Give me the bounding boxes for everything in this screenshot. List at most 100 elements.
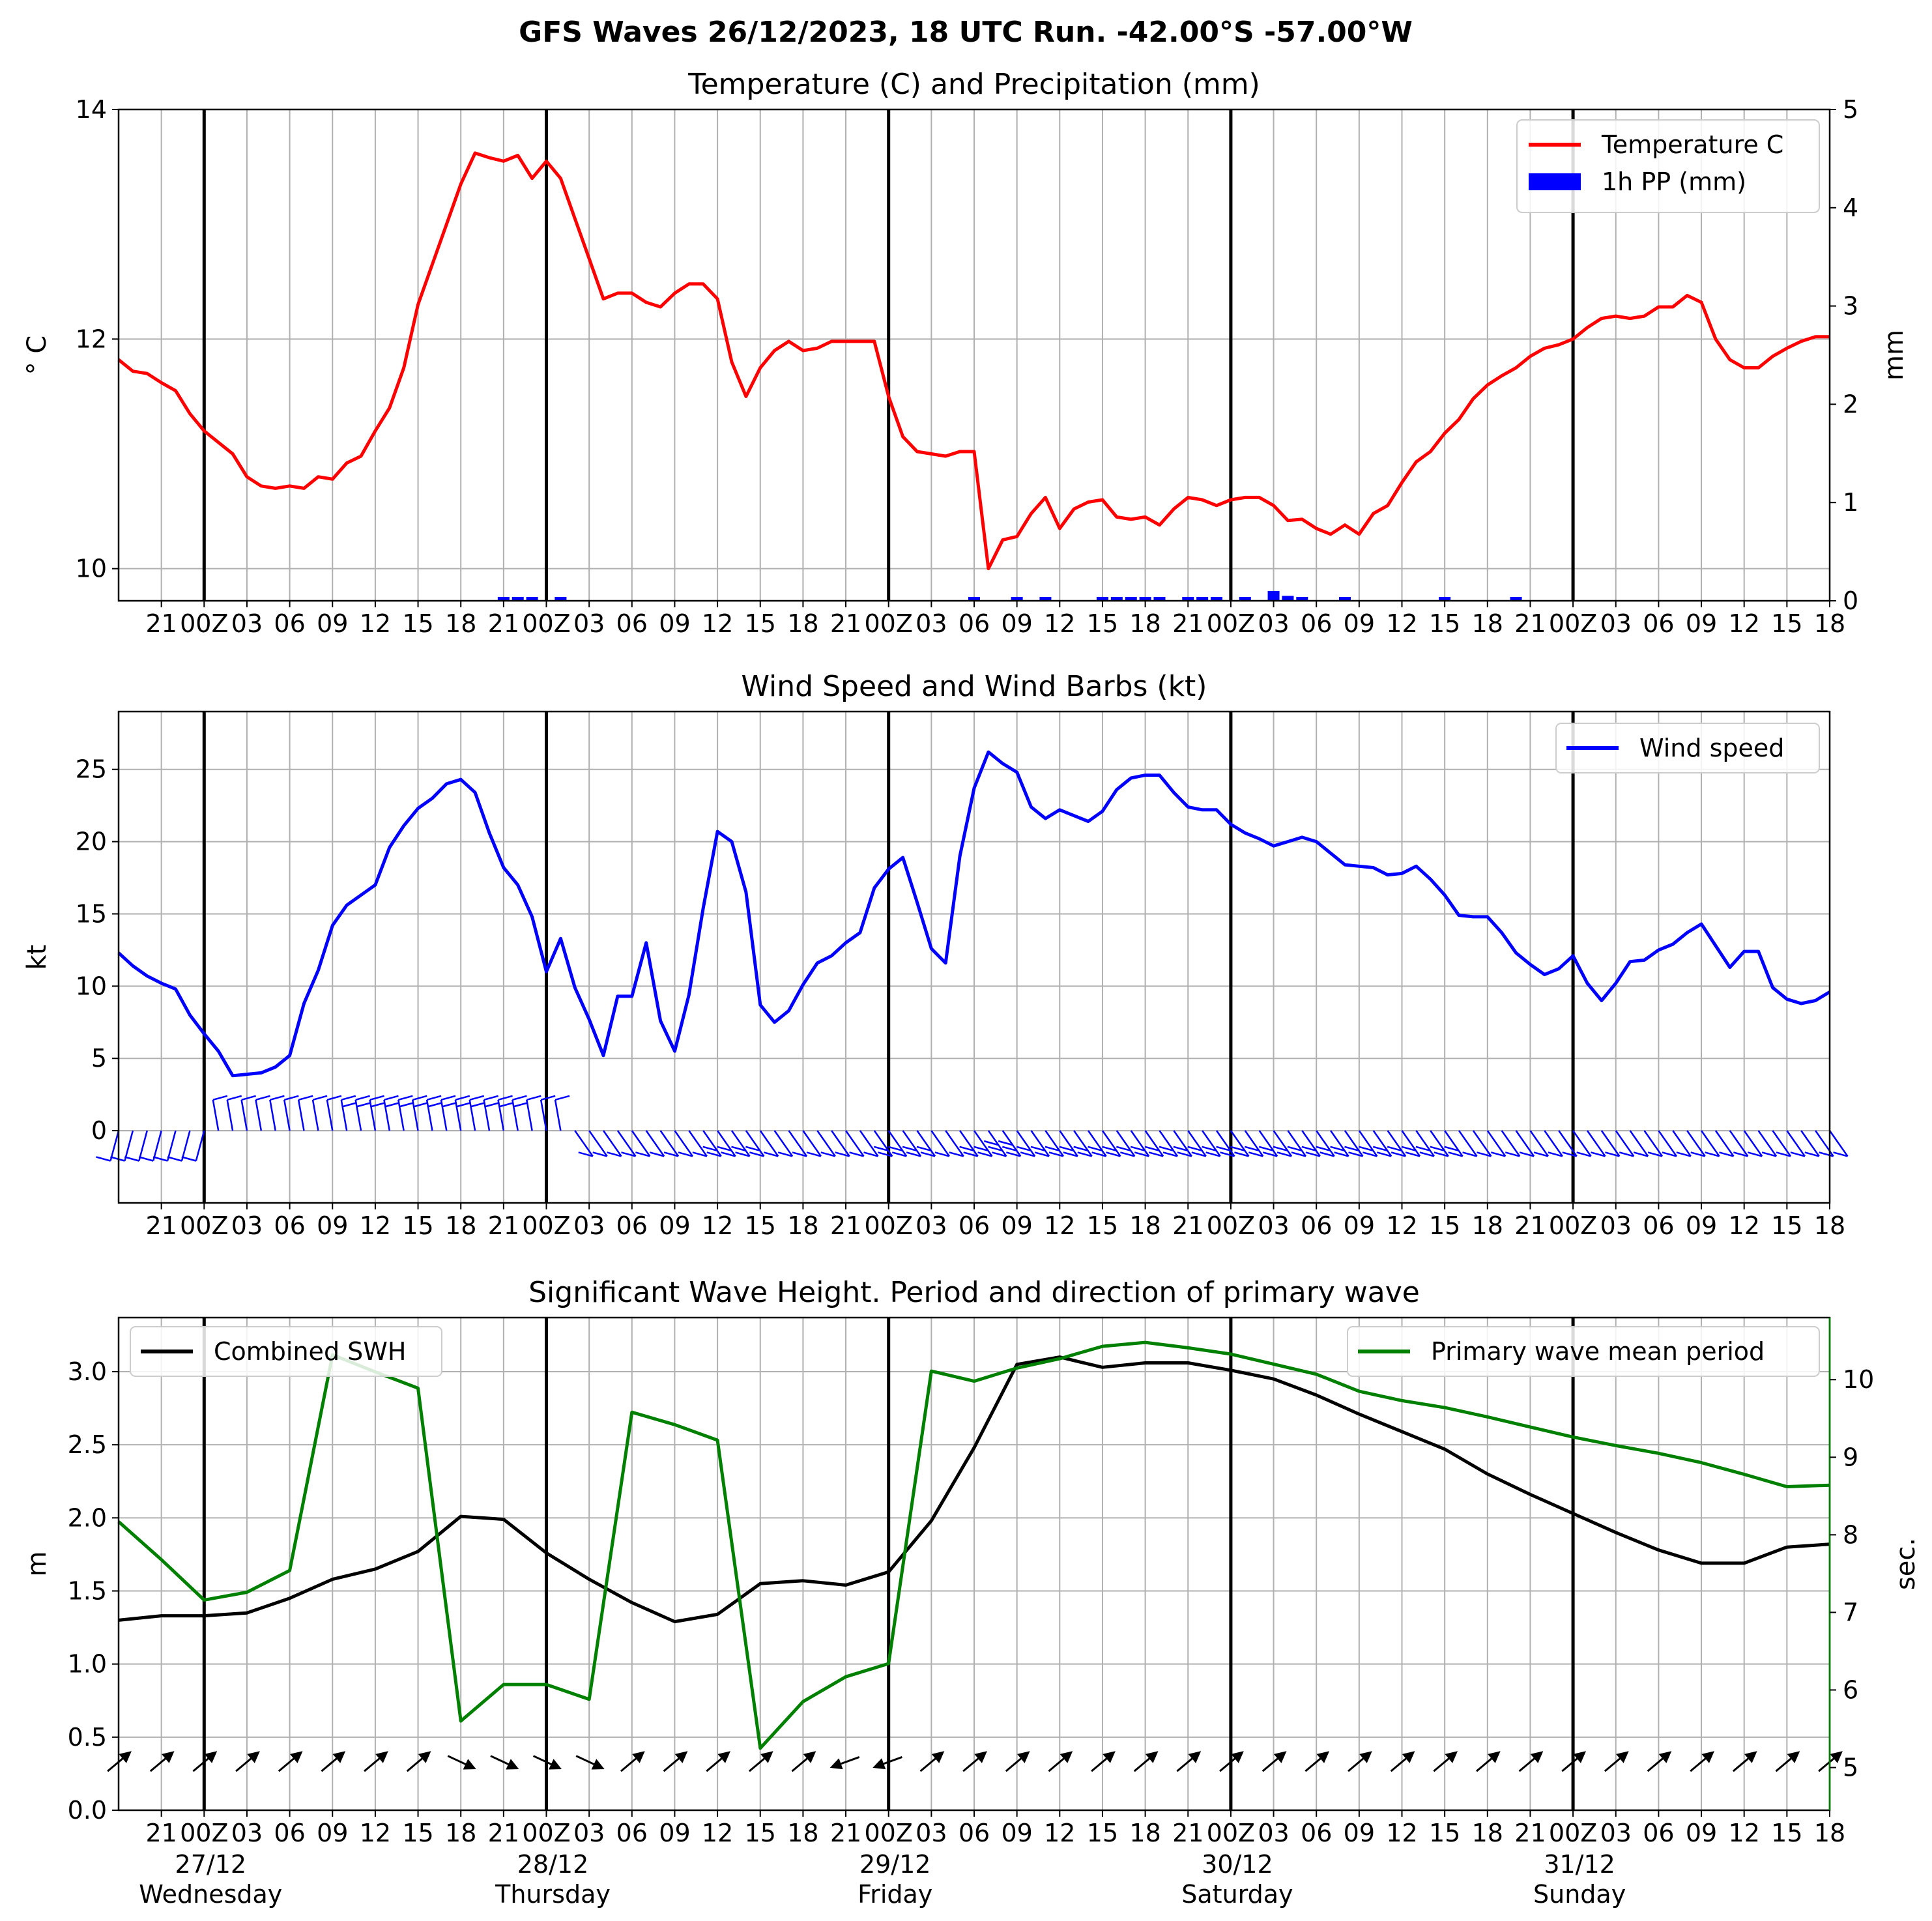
barb-feather — [1116, 1146, 1131, 1151]
y-tick-label: 0 — [91, 1116, 107, 1145]
legend-box — [1516, 119, 1820, 213]
barb-feather — [555, 1095, 570, 1101]
x-tick-label: 18 — [1472, 1819, 1503, 1847]
wind-barb — [1088, 1130, 1107, 1157]
barb-feather — [706, 1151, 722, 1157]
barb-staff — [1372, 1130, 1392, 1157]
x-tick-label: 06 — [274, 1211, 305, 1240]
precip-bar — [1510, 596, 1522, 601]
wind-barb — [1600, 1130, 1621, 1157]
barb-feather — [649, 1151, 665, 1157]
wind-barb — [1030, 1130, 1050, 1157]
barb-feather — [96, 1156, 111, 1162]
wave-direction-arrow — [1604, 1751, 1629, 1772]
precip-bar — [555, 596, 567, 601]
wind-barb — [440, 1095, 457, 1131]
barb-feather — [1319, 1151, 1335, 1157]
barb-staff — [1173, 1130, 1192, 1157]
barb-staff — [1202, 1130, 1221, 1157]
barb-feather — [735, 1151, 750, 1157]
wind-barb — [1615, 1130, 1635, 1157]
wind-barb — [369, 1095, 386, 1131]
legend-label-swh: Combined SWH — [214, 1337, 406, 1366]
barb-feather — [427, 1102, 443, 1108]
barb-staff — [1658, 1130, 1677, 1157]
barb-feather — [1005, 1151, 1021, 1157]
x-tick-label: 15 — [1771, 1211, 1802, 1240]
y-tick-label: 14 — [76, 95, 107, 124]
barb-staff — [1088, 1130, 1107, 1157]
wind-barb — [167, 1130, 191, 1162]
barb-feather — [1533, 1151, 1549, 1157]
panel-1: 21 00Z 03 06 09 12 15 18 21 00Z 03 06 09 12 15 18 21 00Z 0… — [22, 68, 1909, 638]
barb-feather — [906, 1151, 921, 1157]
x-tick-label: 18 — [787, 1819, 818, 1847]
barb-feather — [1705, 1151, 1720, 1157]
barb-feather — [1134, 1151, 1149, 1157]
wind-barb — [631, 1130, 651, 1157]
barb-staff — [802, 1130, 822, 1157]
wind-barb — [1116, 1130, 1136, 1157]
wind-barb — [1629, 1130, 1649, 1157]
x-tick-label: 06 — [616, 1211, 648, 1240]
wind-barb — [269, 1095, 285, 1131]
barb-feather — [540, 1095, 556, 1101]
wave-direction-arrow — [1348, 1751, 1372, 1772]
wind-barb — [212, 1095, 228, 1131]
barb-feather — [1448, 1151, 1463, 1157]
wave-direction-arrow — [1390, 1751, 1415, 1772]
barb-feather — [887, 1146, 903, 1151]
wind-barb — [1701, 1130, 1720, 1157]
barb-feather — [1776, 1151, 1791, 1157]
wave-direction-arrow — [1048, 1751, 1073, 1772]
barb-feather — [891, 1151, 907, 1157]
barb-feather — [1230, 1146, 1245, 1151]
barb-staff — [526, 1099, 533, 1131]
x-tick-label: 03 — [1600, 1211, 1632, 1240]
barb-feather — [371, 1102, 386, 1108]
wind-barb — [1202, 1130, 1221, 1157]
barb-feather — [1444, 1146, 1459, 1151]
barb-staff — [340, 1099, 348, 1131]
wind-barb — [1529, 1130, 1550, 1157]
barb-feather — [777, 1151, 793, 1157]
x-tick-label: 15 — [745, 1211, 776, 1240]
wind-barb — [688, 1130, 708, 1157]
wave-direction-arrow — [1475, 1751, 1501, 1772]
barb-feather — [745, 1146, 760, 1151]
y2-axis-label: mm — [1879, 330, 1909, 381]
wind-barb — [831, 1130, 850, 1157]
wind-barb — [1101, 1130, 1121, 1157]
y2-axis-label: sec. — [1891, 1538, 1921, 1590]
arrow-head — [1573, 1751, 1587, 1763]
barb-feather — [1519, 1151, 1535, 1157]
wind-barb — [1401, 1130, 1421, 1157]
barb-feather — [902, 1146, 917, 1151]
barb-staff — [1828, 1130, 1849, 1157]
barb-feather — [1676, 1151, 1692, 1157]
barb-staff — [1301, 1130, 1321, 1157]
barb-staff — [1458, 1130, 1478, 1157]
barb-staff — [1672, 1130, 1692, 1157]
barb-feather — [1287, 1146, 1303, 1151]
precip-bar — [1153, 596, 1166, 601]
barb-feather — [1077, 1151, 1093, 1157]
barb-feather — [1034, 1151, 1050, 1157]
x-tick-label: 06 — [274, 1819, 305, 1847]
series-line-1-1 — [117, 151, 1830, 571]
barb-staff — [916, 1130, 936, 1157]
barb-staff — [454, 1099, 462, 1131]
x-tick-label: 06 — [1301, 609, 1332, 638]
barb-feather — [1045, 1146, 1060, 1151]
barb-staff — [1572, 1130, 1592, 1157]
wind-barb — [1800, 1130, 1820, 1157]
wave-direction-arrow — [1219, 1751, 1244, 1772]
wave-direction-arrow — [791, 1751, 816, 1772]
wind-barb — [110, 1130, 134, 1162]
arrow-head — [1103, 1751, 1116, 1763]
x-tick-label: 12 — [1729, 609, 1760, 638]
barb-feather — [1372, 1146, 1388, 1151]
wind-barb — [326, 1095, 342, 1131]
barb-staff — [1344, 1130, 1364, 1157]
wave-direction-arrow — [1091, 1751, 1116, 1772]
